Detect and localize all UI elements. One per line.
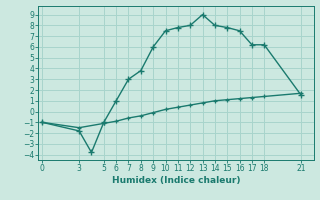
X-axis label: Humidex (Indice chaleur): Humidex (Indice chaleur) (112, 176, 240, 185)
